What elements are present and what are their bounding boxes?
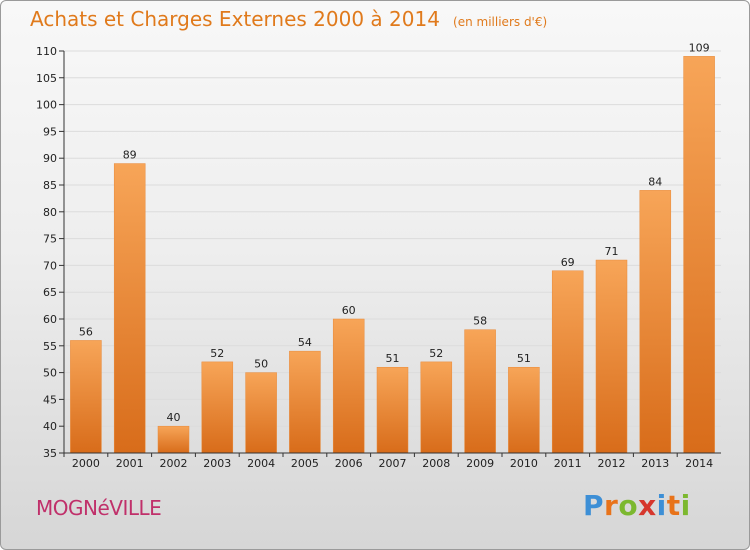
value-label-2007: 51: [386, 352, 400, 365]
x-tick-label-2001: 2001: [116, 457, 144, 470]
value-label-2013: 84: [648, 175, 662, 188]
value-label-2003: 52: [210, 347, 224, 360]
x-tick-label-2011: 2011: [554, 457, 582, 470]
x-tick-label-2007: 2007: [379, 457, 407, 470]
bar-2009: [464, 329, 496, 454]
brand-letter: o: [618, 489, 639, 522]
value-label-2001: 89: [123, 149, 137, 162]
y-tick-label: 50: [43, 367, 57, 380]
bar-2000: [70, 340, 102, 454]
x-tick-label-2013: 2013: [641, 457, 669, 470]
x-tick-label-2006: 2006: [335, 457, 363, 470]
value-label-2004: 50: [254, 358, 268, 371]
value-label-2005: 54: [298, 336, 312, 349]
x-tick-label-2012: 2012: [598, 457, 626, 470]
y-tick-label: 65: [43, 286, 57, 299]
y-tick-label: 105: [36, 72, 57, 85]
brand-letter: r: [604, 489, 619, 522]
brand-letter: x: [638, 489, 657, 522]
brand-letter: i: [680, 489, 691, 522]
y-tick-label: 95: [43, 125, 57, 138]
bar-2002: [157, 425, 190, 454]
y-tick-label: 35: [43, 447, 57, 460]
bar-2010: [508, 366, 540, 454]
y-tick-label: 90: [43, 152, 57, 165]
chart-title: Achats et Charges Externes 2000 à 2014 (…: [30, 7, 547, 31]
y-tick-label: 45: [43, 393, 57, 406]
x-tick-label-2004: 2004: [247, 457, 275, 470]
bar-2005: [289, 350, 321, 454]
brand-letter: t: [666, 489, 681, 522]
bars: [70, 56, 715, 454]
value-label-2000: 56: [79, 325, 93, 338]
y-tick-label: 55: [43, 340, 57, 353]
x-tick-label-2005: 2005: [291, 457, 319, 470]
y-tick-label: 80: [43, 206, 57, 219]
title-text: Achats et Charges Externes 2000 à 2014: [30, 7, 440, 31]
bar-2001: [113, 163, 146, 454]
brand-letter: P: [583, 489, 605, 522]
value-label-2009: 58: [473, 315, 487, 328]
bar-2013: [639, 190, 672, 454]
subtitle-text: (en milliers d'€): [453, 15, 548, 29]
bar-2012: [595, 259, 628, 454]
y-tick-label: 40: [43, 420, 57, 433]
x-tick-label-2010: 2010: [510, 457, 538, 470]
x-tick-label-2002: 2002: [160, 457, 188, 470]
y-tick-label: 110: [36, 45, 57, 58]
bar-2014: [683, 56, 715, 454]
commune-name: MOGNéVILLE: [36, 496, 162, 520]
x-tick-label-2000: 2000: [72, 457, 100, 470]
value-label-2002: 40: [167, 411, 181, 424]
value-label-2008: 52: [429, 347, 443, 360]
proxiti-logo: Proxiti: [583, 489, 691, 522]
bar-2011: [551, 270, 584, 454]
bar-2004: [245, 372, 277, 454]
x-tick-labels: 2000 2001 2002 2003 2004 2005 2006 2007 2008 2009…: [63, 453, 713, 470]
y-tick-label: 60: [43, 313, 57, 326]
value-labels: 56 89 40 52 50 54 60 51 52 58 51 69 71 84 109: [79, 41, 710, 424]
y-tick-label: 85: [43, 179, 57, 192]
bar-2003: [201, 361, 234, 454]
brand-letter: i: [656, 489, 667, 522]
y-tick-labels: 35 40 45 50 55 60 65 70 75 80 85 90 95 100 105 110: [36, 45, 64, 460]
x-tick-label-2009: 2009: [466, 457, 494, 470]
value-label-2010: 51: [517, 352, 531, 365]
value-label-2014: 109: [689, 41, 710, 54]
x-tick-label-2003: 2003: [203, 457, 231, 470]
value-label-2012: 71: [605, 245, 619, 258]
axes: [63, 51, 721, 454]
y-tick-label: 75: [43, 233, 57, 246]
bar-2008: [420, 361, 453, 454]
x-tick-label-2014: 2014: [685, 457, 713, 470]
y-tick-label: 70: [43, 259, 57, 272]
value-label-2011: 69: [561, 256, 575, 269]
bar-2007: [376, 366, 409, 454]
x-tick-label-2008: 2008: [422, 457, 450, 470]
bar-2006: [332, 318, 365, 454]
y-tick-label: 100: [36, 99, 57, 112]
value-label-2006: 60: [342, 304, 356, 317]
